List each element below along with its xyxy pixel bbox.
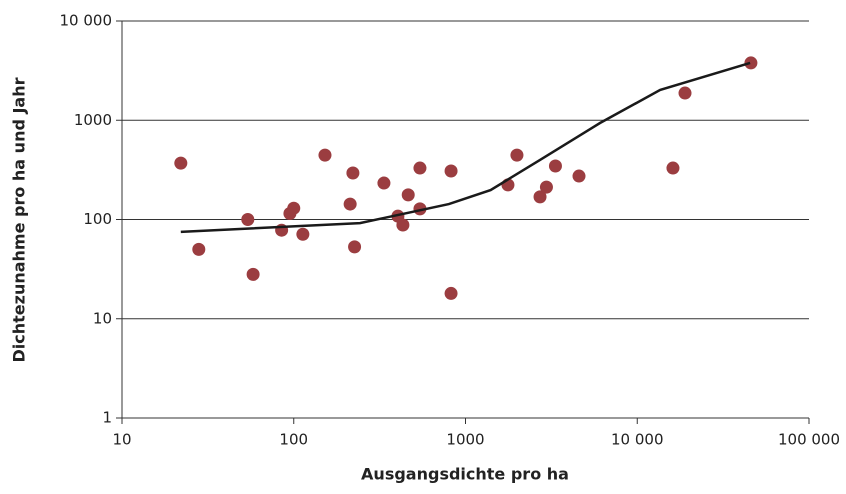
trend-line: [180, 61, 751, 234]
y-axis-title: Dichtezunahme pro ha und Jahr: [10, 77, 29, 362]
y-tick-label: 10: [93, 309, 112, 327]
data-point: [548, 159, 562, 173]
y-tick-label: 100: [83, 210, 112, 228]
data-point: [377, 176, 391, 190]
data-point: [678, 86, 692, 100]
data-point: [296, 227, 310, 241]
x-tick-label: 100: [279, 431, 308, 449]
y-tick-label: 1: [102, 409, 112, 427]
data-point: [413, 161, 427, 175]
data-point: [666, 161, 680, 175]
y-tick-label: 1000: [74, 111, 112, 129]
data-point: [241, 213, 255, 226]
x-tick-label: 10: [112, 431, 131, 449]
data-point: [533, 190, 547, 204]
data-point: [346, 166, 360, 180]
data-point: [343, 197, 357, 211]
x-tick-label: 10 000: [611, 431, 664, 449]
data-point: [401, 188, 415, 202]
data-point: [287, 201, 301, 215]
data-point: [318, 148, 332, 162]
data-point: [510, 148, 524, 162]
data-point: [192, 242, 206, 256]
data-point: [744, 56, 758, 70]
data-point: [572, 169, 586, 183]
data-point: [174, 156, 188, 170]
data-point: [444, 286, 458, 300]
y-tick-label: 10 000: [60, 12, 113, 30]
data-point: [246, 267, 260, 281]
x-tick-label: 1000: [446, 431, 484, 449]
data-point: [396, 218, 410, 232]
x-axis-title: Ausgangsdichte pro ha: [361, 465, 569, 484]
x-tick-label: 100 000: [778, 431, 840, 449]
data-point: [539, 180, 553, 194]
data-point: [444, 164, 458, 178]
data-point: [348, 240, 362, 254]
